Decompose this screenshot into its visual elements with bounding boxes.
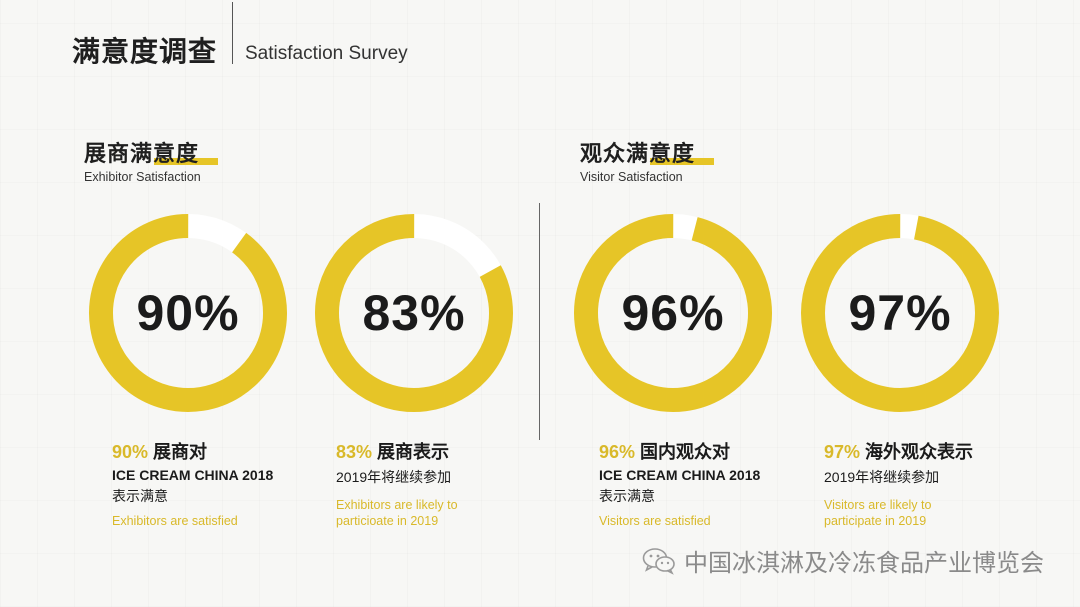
caption-english: Visitors are likely to participate in 20… xyxy=(824,498,932,528)
donut-chart-visitor-satisfied: 96% xyxy=(573,213,773,413)
center-divider xyxy=(539,203,540,440)
section-title-exhibitor: 展商满意度 xyxy=(84,136,218,168)
caption-line3: 表示满意 xyxy=(112,488,168,504)
caption-english: Exhibitors are likely to particioate in … xyxy=(336,498,458,528)
donut-value-label: 83% xyxy=(362,285,466,341)
donut-arc xyxy=(574,214,772,412)
donut-chart-exhibitor-satisfied: 90% xyxy=(88,213,288,413)
title-english: Satisfaction Survey xyxy=(245,43,408,64)
donut-arc xyxy=(315,214,513,412)
caption-english: Exhibitors are satisfied xyxy=(112,514,238,528)
donut-chart-exhibitor-return: 83% xyxy=(314,213,514,413)
title-divider xyxy=(232,2,233,64)
caption-exhibitor-return: 83% 展商表示 2019年将继续参加 Exhibitors are likel… xyxy=(336,438,541,529)
caption-line3: 表示满意 xyxy=(599,488,655,504)
section-title-visitor: 观众满意度 xyxy=(580,136,714,168)
caption-visitor-return: 97% 海外观众表示 2019年将继续参加 Visitors are likel… xyxy=(824,438,1029,529)
donut-value-label: 97% xyxy=(848,285,952,341)
donut-svg xyxy=(801,214,999,412)
donut-arc xyxy=(801,214,999,412)
caption-title: 展商表示 xyxy=(372,442,450,462)
caption-title: 海外观众表示 xyxy=(860,442,974,462)
caption-line2: ICE CREAM CHINA 2018 xyxy=(112,467,274,483)
wechat-icon xyxy=(642,547,675,575)
caption-visitor-satisfied: 96% 国内观众对 ICE CREAM CHINA 2018 表示满意 Visi… xyxy=(599,438,804,529)
caption-line2: ICE CREAM CHINA 2018 xyxy=(599,467,761,483)
caption-number: 97% xyxy=(824,442,861,462)
donut-svg xyxy=(88,214,287,412)
donut-svg xyxy=(574,214,772,412)
donut-arc xyxy=(88,214,287,412)
caption-line2: 2019年将继续参加 xyxy=(336,469,452,485)
caption-heading: 90% 展商对 xyxy=(112,438,317,464)
section-title-visitor-text: 观众满意度 xyxy=(580,141,696,166)
section-subtitle-exhibitor: Exhibitor Satisfaction xyxy=(84,170,201,184)
caption-title: 国内观众对 xyxy=(635,442,731,462)
caption-heading: 83% 展商表示 xyxy=(336,438,541,464)
section-title-exhibitor-text: 展商满意度 xyxy=(84,141,200,166)
caption-number: 96% xyxy=(599,442,636,462)
caption-exhibitor-satisfied: 90% 展商对 ICE CREAM CHINA 2018 表示满意 Exhibi… xyxy=(112,438,317,529)
caption-heading: 97% 海外观众表示 xyxy=(824,438,1029,464)
donut-value-label: 96% xyxy=(621,285,725,341)
caption-number: 83% xyxy=(336,442,373,462)
watermark: 中国冰淇淋及冷冻食品产业博览会 xyxy=(642,543,1044,578)
donut-value-label: 90% xyxy=(136,285,240,341)
caption-line2: 2019年将继续参加 xyxy=(824,469,940,485)
caption-number: 90% xyxy=(112,442,149,462)
donut-chart-visitor-return: 97% xyxy=(800,213,1000,413)
watermark-text: 中国冰淇淋及冷冻食品产业博览会 xyxy=(684,550,1044,577)
title-chinese: 满意度调查 xyxy=(72,36,218,67)
donut-svg xyxy=(315,214,513,412)
caption-title: 展商对 xyxy=(148,442,208,462)
caption-heading: 96% 国内观众对 xyxy=(599,438,804,464)
caption-english: Visitors are satisfied xyxy=(599,514,711,528)
section-subtitle-visitor: Visitor Satisfaction xyxy=(580,170,683,184)
